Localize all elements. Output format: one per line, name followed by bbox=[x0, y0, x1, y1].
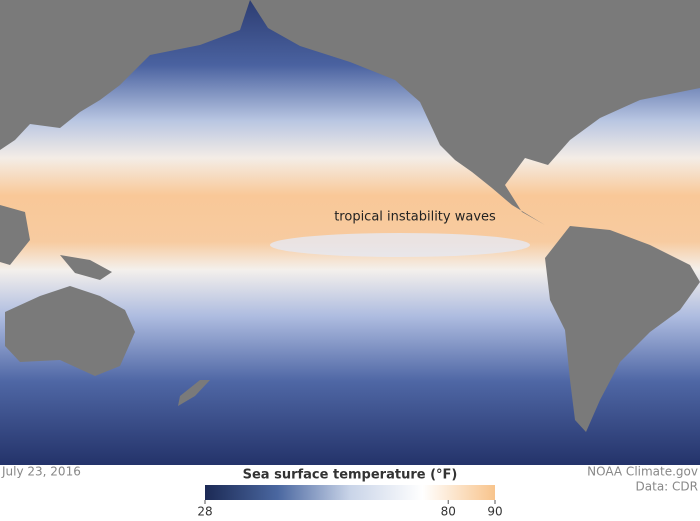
legend: Sea surface temperature (°F) 28 80 90 bbox=[197, 468, 502, 519]
new-zealand bbox=[178, 380, 210, 406]
map: tropical instability waves bbox=[0, 0, 700, 465]
tick-label: 90 bbox=[487, 505, 502, 519]
asia bbox=[0, 0, 250, 150]
tick-label: 28 bbox=[197, 505, 212, 519]
annotation: tropical instability waves bbox=[334, 210, 496, 225]
south-america bbox=[545, 226, 700, 432]
indonesia bbox=[0, 205, 112, 280]
australia bbox=[5, 286, 135, 376]
colorbar bbox=[205, 485, 495, 500]
legend-title: Sea surface temperature (°F) bbox=[243, 468, 458, 483]
waves bbox=[270, 233, 530, 257]
credit: NOAA Climate.gov bbox=[587, 465, 698, 479]
source: Data: CDR bbox=[636, 480, 698, 494]
tick-label: 80 bbox=[441, 505, 456, 519]
date: July 23, 2016 bbox=[1, 465, 81, 479]
north-america bbox=[250, 0, 700, 225]
